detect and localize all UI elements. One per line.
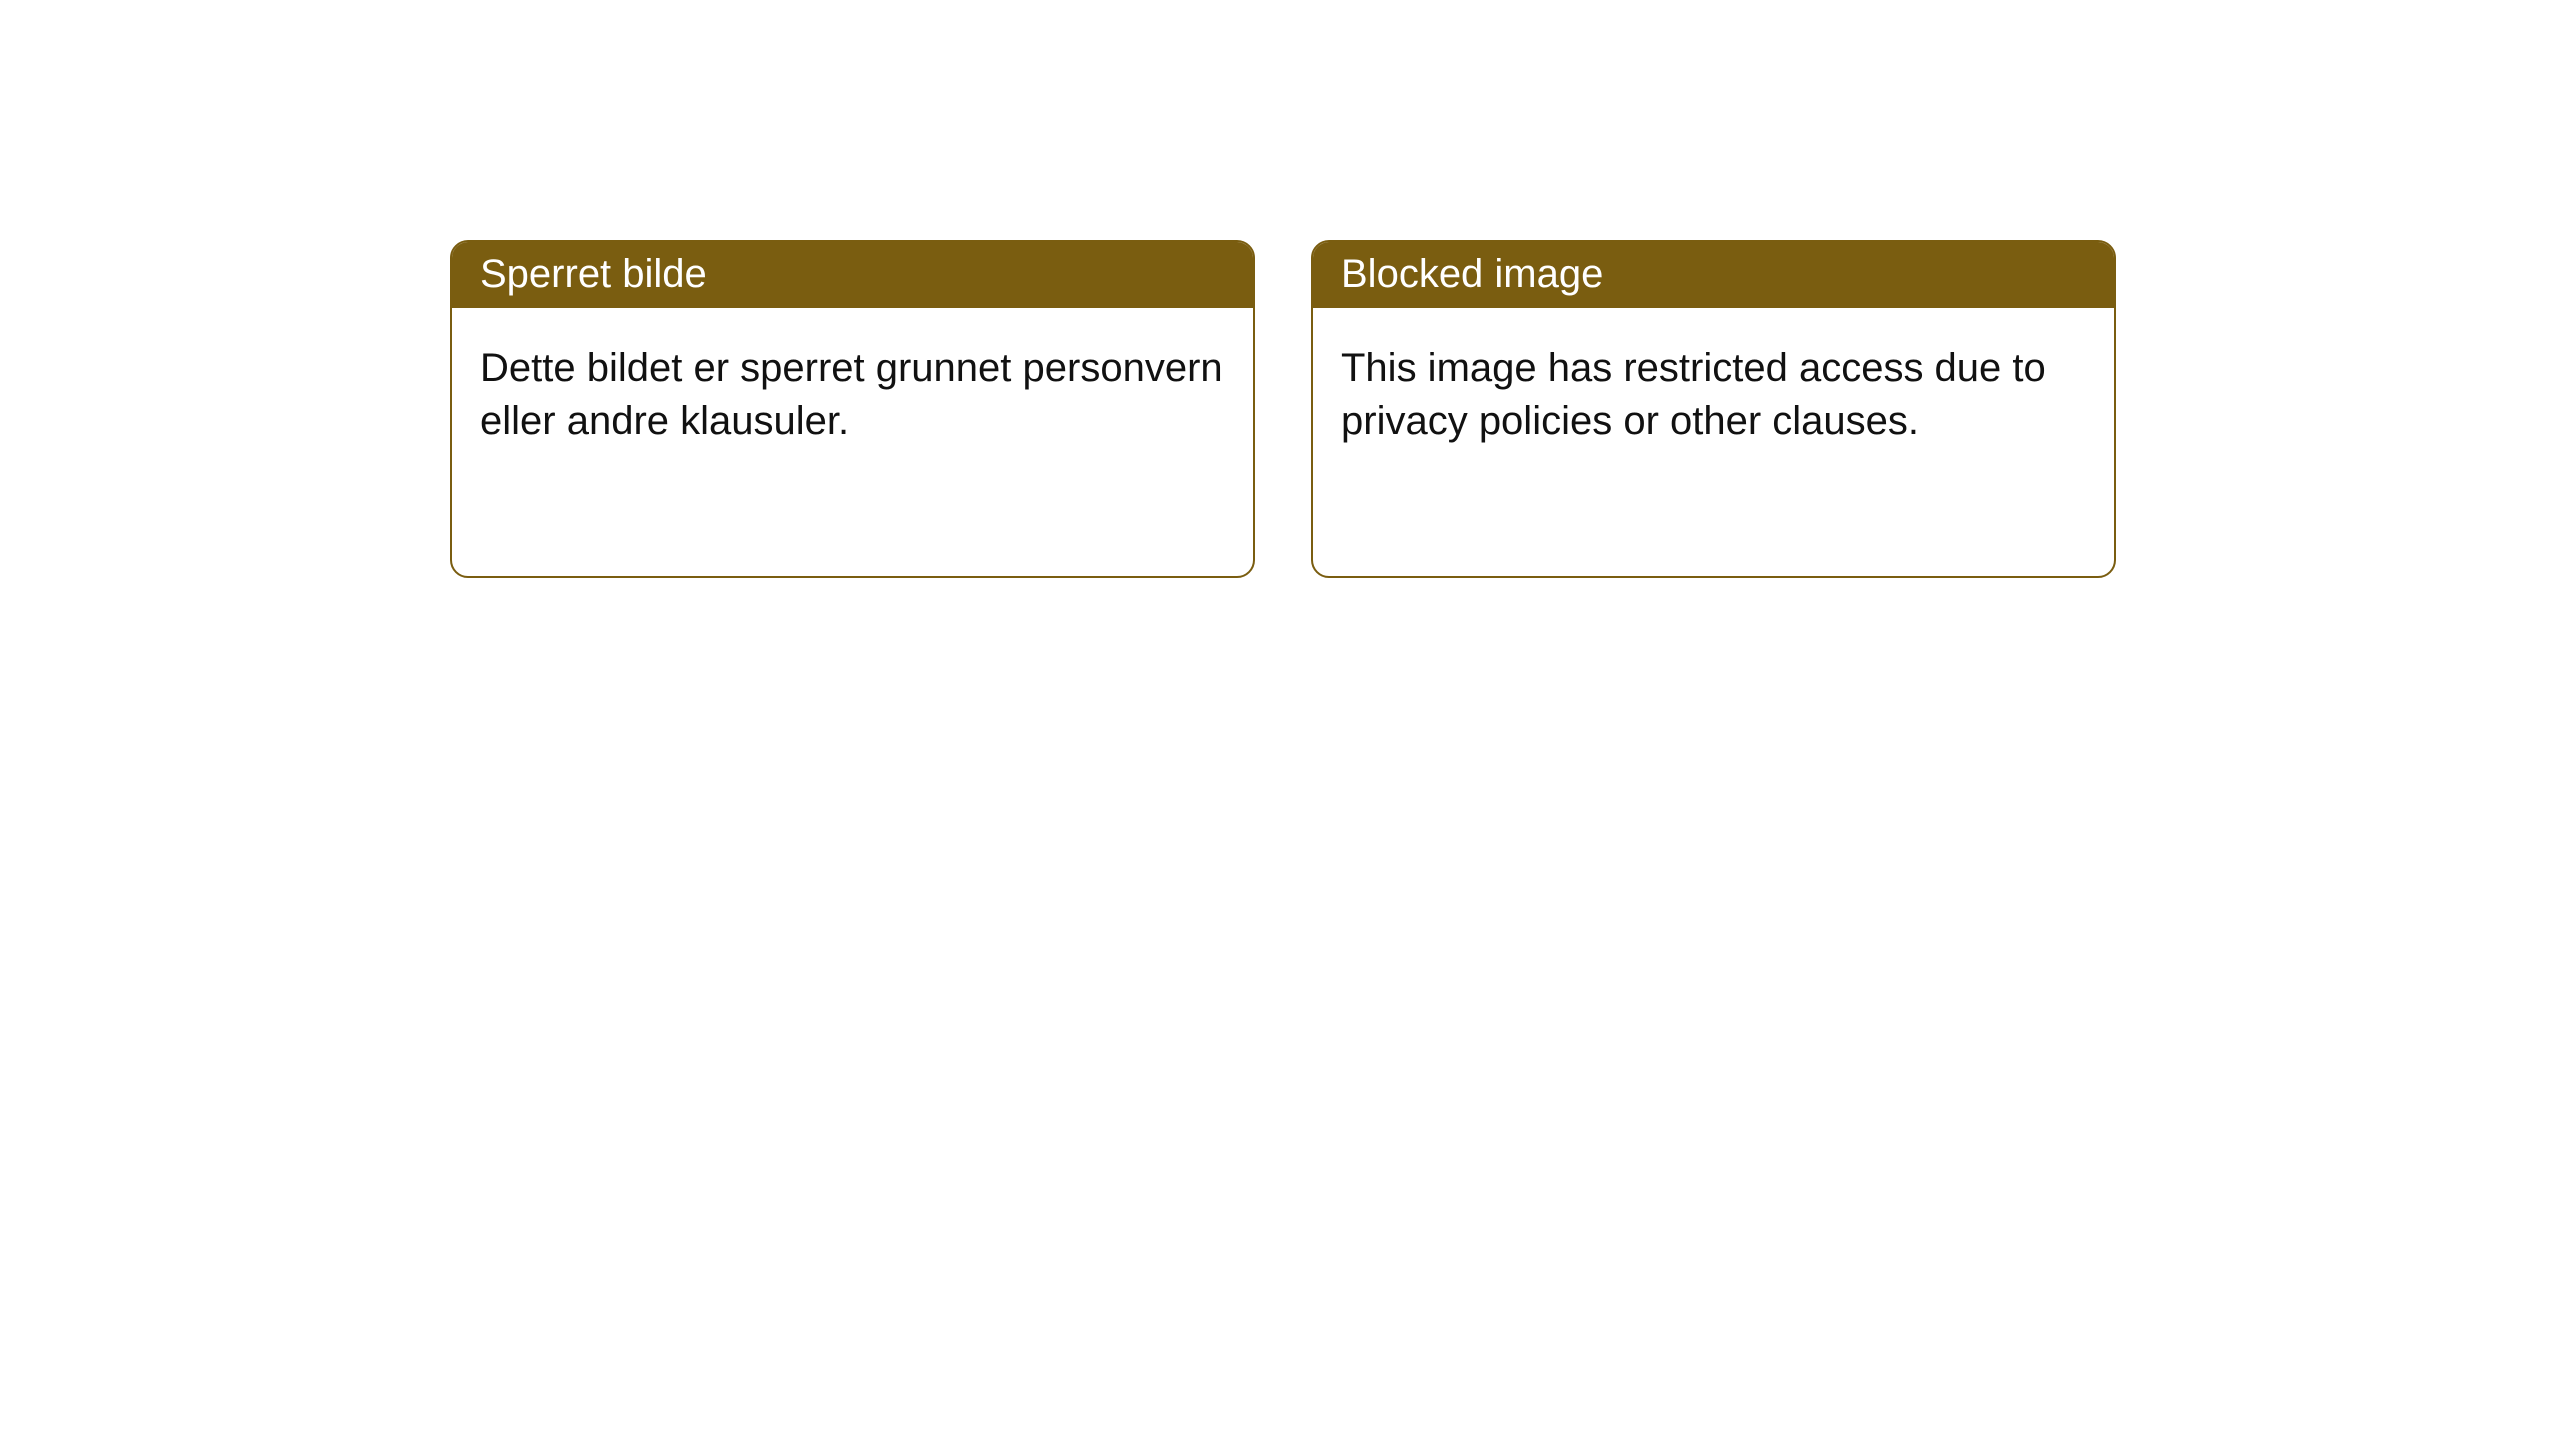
card-header-no: Sperret bilde	[452, 242, 1253, 308]
card-body-en: This image has restricted access due to …	[1313, 308, 2114, 482]
notice-container: Sperret bilde Dette bildet er sperret gr…	[0, 0, 2560, 578]
blocked-image-card-no: Sperret bilde Dette bildet er sperret gr…	[450, 240, 1255, 578]
card-header-en: Blocked image	[1313, 242, 2114, 308]
card-body-no: Dette bildet er sperret grunnet personve…	[452, 308, 1253, 482]
blocked-image-card-en: Blocked image This image has restricted …	[1311, 240, 2116, 578]
